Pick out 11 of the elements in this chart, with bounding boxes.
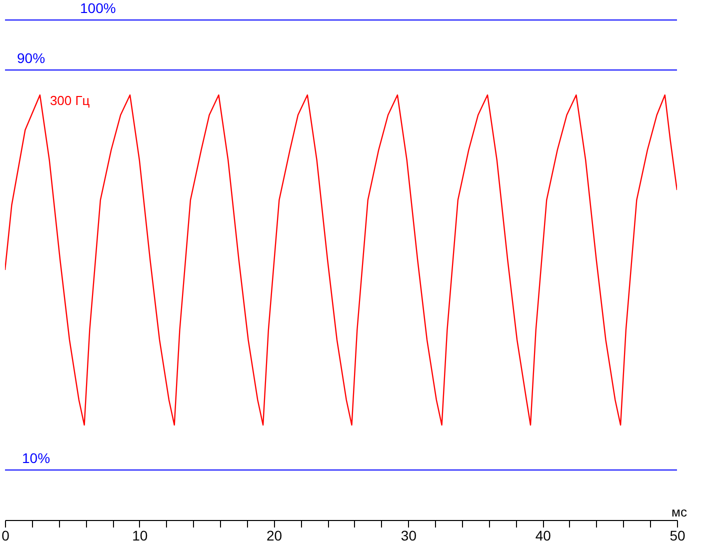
x-tick-label: 10 — [132, 528, 148, 544]
x-tick-label: 0 — [2, 528, 10, 544]
x-tick-label: 20 — [266, 528, 282, 544]
series-label: 300 Гц — [50, 93, 90, 108]
ref-line-label: 100% — [80, 0, 116, 16]
x-axis-title: мс — [672, 504, 688, 520]
ref-line-label: 90% — [17, 50, 46, 66]
x-tick-label: 40 — [535, 528, 552, 544]
x-tick-label: 50 — [670, 528, 686, 544]
x-tick-label: 30 — [400, 528, 417, 544]
ref-line-label: 10% — [22, 450, 50, 466]
